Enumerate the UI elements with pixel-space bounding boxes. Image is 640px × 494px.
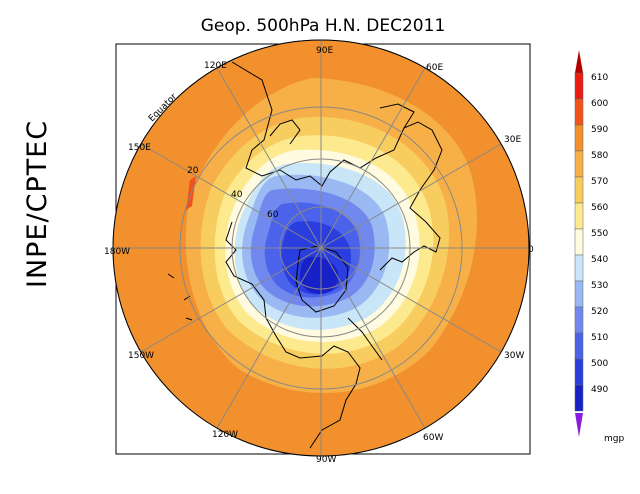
longitude-labels: 90E 60E 30E 0 30W 60W 90W 120W 150W 180W…: [104, 46, 534, 465]
map-boundary: [112, 39, 530, 457]
colorbar-label-610: 610: [591, 73, 608, 83]
colorbar-label-490: 490: [591, 385, 608, 395]
map-title: Geop. 500hPa H.N. DEC2011: [200, 16, 446, 36]
colorbar-swatch-590: [574, 124, 584, 152]
lon-label-150e: 150E: [128, 143, 151, 153]
colorbar-swatch-530: [574, 280, 584, 308]
colorbar-label-540: 540: [591, 255, 608, 265]
colorbar-label-510: 510: [591, 333, 608, 343]
lon-label-180w: 180W: [104, 247, 130, 257]
colorbar-swatch-550: [574, 228, 584, 256]
lon-label-30w: 30W: [504, 351, 524, 361]
lon-label-120e: 120E: [204, 61, 227, 71]
lat-label-20: 20: [187, 166, 199, 176]
meridian-line: [216, 67, 322, 249]
meridian-line: [140, 143, 322, 249]
colorbar-label-500: 500: [591, 359, 608, 369]
lon-label-60e: 60E: [426, 63, 443, 73]
colorbar-label-560: 560: [591, 203, 608, 213]
colorbar-label-600: 600: [591, 99, 608, 109]
lat-label-60: 60: [267, 210, 279, 220]
colorbar-label-580: 580: [591, 151, 608, 161]
colorbar-label-530: 530: [591, 281, 608, 291]
colorbar-swatch-540: [574, 254, 584, 282]
meridians: [113, 40, 529, 456]
colorbar-label-570: 570: [591, 177, 608, 187]
lon-label-0: 0: [528, 245, 534, 255]
field-490-core: [300, 256, 339, 294]
colorbar: 610600590580570560550540530520510500490 …: [574, 50, 624, 444]
colorbar-label-550: 550: [591, 229, 608, 239]
lon-label-120w: 120W: [212, 430, 238, 440]
meridian-line: [320, 67, 426, 249]
lon-label-90e: 90E: [316, 46, 333, 56]
colorbar-swatch-610: [574, 72, 584, 100]
colorbar-swatch-490: [574, 384, 584, 412]
lat-label-40: 40: [231, 190, 243, 200]
colorbar-swatch-510: [574, 332, 584, 360]
colorbar-swatch-560: [574, 202, 584, 230]
colorbar-bottom-arrow: [575, 413, 583, 437]
meridian-line: [320, 143, 502, 249]
colorbar-unit-label: mgp: [604, 434, 624, 444]
lon-label-150w: 150W: [128, 351, 154, 361]
meridian-line: [140, 247, 322, 353]
colorbar-label-520: 520: [591, 307, 608, 317]
meridian-line: [320, 247, 502, 353]
lon-label-60w: 60W: [423, 433, 443, 443]
colorbar-swatch-520: [574, 306, 584, 334]
colorbar-swatch-600: [574, 98, 584, 126]
colorbar-swatch-580: [574, 150, 584, 178]
meridian-line: [216, 247, 322, 429]
lon-label-90w: 90W: [316, 455, 336, 465]
meridian-line: [320, 247, 426, 429]
colorbar-swatch-570: [574, 176, 584, 204]
colorbar-top-arrow: [575, 50, 583, 73]
coastlines: [167, 61, 443, 449]
colorbar-label-590: 590: [591, 125, 608, 135]
lon-label-30e: 30E: [504, 135, 521, 145]
colorbar-swatch-500: [574, 358, 584, 386]
